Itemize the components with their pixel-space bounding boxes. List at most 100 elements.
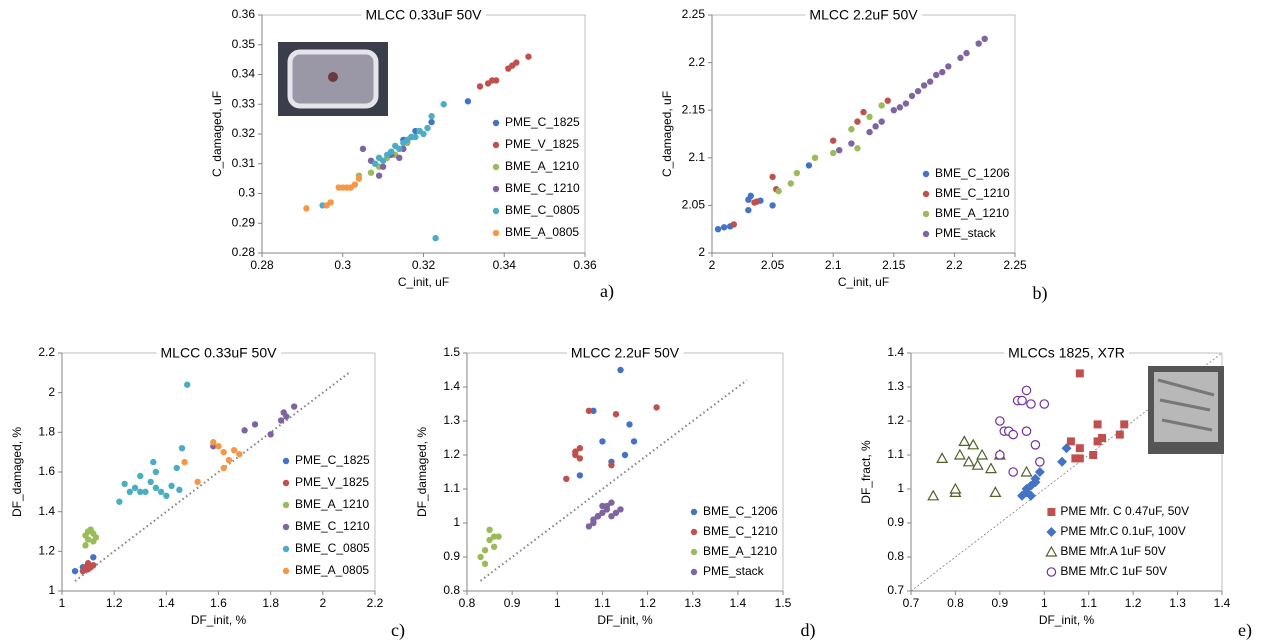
chart-title: MLCC 0.33uF 50V [161, 345, 278, 361]
point [477, 553, 484, 561]
y-tick-label: 1.8 [38, 425, 55, 439]
point [884, 97, 891, 104]
legend: PME_C_1825 PME_V_1825 BME_A_1210 BME_C_1210… [279, 447, 370, 585]
x-tick-label: 1.1 [1080, 596, 1097, 610]
point [617, 506, 624, 513]
point [464, 98, 472, 105]
point [290, 403, 298, 410]
legend-marker [282, 567, 290, 575]
point [388, 148, 395, 156]
point [1035, 456, 1045, 467]
point [926, 78, 934, 85]
y-tick-label: 0.9 [443, 549, 460, 563]
point [184, 381, 191, 388]
legend-label: BME_C_1206 [703, 504, 778, 518]
y-tick-label: 1.2 [38, 544, 55, 558]
point [1026, 399, 1036, 409]
point [811, 154, 819, 161]
reference-line [479, 379, 748, 582]
point [594, 513, 602, 520]
y-tick-label: 0.28 [232, 245, 256, 259]
point [1089, 451, 1098, 459]
point [621, 451, 629, 459]
legend-label: BME_A_1210 [703, 544, 777, 558]
point [355, 175, 363, 182]
point [608, 513, 615, 520]
point [126, 488, 134, 496]
y-tick-label: 2.25 [682, 7, 706, 21]
legend-marker [690, 528, 698, 536]
point [1008, 429, 1018, 440]
point [617, 366, 624, 374]
title-box [361, 5, 487, 24]
chart: 0.28 0.3 0.32 0.34 0.36 0.28 0.29 0.3 0.31 0.32 0.… [210, 5, 614, 302]
point [653, 404, 660, 411]
x-tick-label: 0.32 [412, 258, 436, 272]
x-axis-title: DF_init, % [1039, 613, 1095, 627]
chart-title: MLCC 2.2uF 50V [809, 7, 918, 23]
point [608, 499, 615, 506]
y-tick-label: 0.3 [238, 186, 255, 200]
legend-marker [492, 119, 500, 127]
legend: BME_C_1206 BME_C_1210 BME_A_1210 PME_stack [919, 161, 1010, 247]
point [958, 435, 971, 446]
legend-marker [922, 230, 930, 238]
legend-label: PME_V_1825 [295, 475, 369, 489]
y-tick-label: 0.31 [232, 156, 256, 170]
legend-marker [492, 141, 500, 149]
legend-label: BME_C_1210 [505, 181, 580, 195]
reference-line [74, 372, 350, 582]
point [599, 438, 606, 445]
point [608, 462, 615, 469]
y-tick-label: 0.34 [232, 67, 256, 81]
legend-box [489, 109, 579, 247]
x-axis-title: C_init, uF [838, 275, 889, 289]
point [836, 146, 843, 154]
point [1057, 456, 1068, 467]
point [1039, 399, 1050, 409]
y-tick-label: 1 [48, 583, 55, 597]
point [440, 101, 447, 108]
x-tick-label: 1 [59, 596, 66, 610]
y-tick-label: 2.1 [688, 150, 705, 164]
y-tick-label: 1.4 [443, 379, 460, 393]
point [962, 455, 975, 467]
title-box [156, 343, 282, 362]
panel-label: b) [1033, 283, 1048, 304]
legend-marker [922, 210, 930, 218]
legend-marker [1046, 567, 1057, 577]
x-tick-label: 1.6 [210, 596, 227, 610]
y-tick-label: 0.7 [887, 583, 904, 597]
point [375, 172, 383, 179]
y-tick-label: 0.8 [887, 549, 904, 563]
legend-marker [922, 190, 930, 198]
point [181, 458, 188, 466]
panel-label: a) [600, 281, 614, 302]
panel-label: d) [801, 620, 816, 641]
legend-label: BME_A_1210 [505, 159, 579, 173]
point [90, 562, 97, 569]
point [379, 157, 387, 164]
point [963, 49, 970, 57]
point [194, 478, 201, 486]
y-tick-label: 0.29 [232, 215, 256, 229]
x-tick-label: 1.2 [1125, 596, 1142, 610]
point [714, 226, 722, 233]
chart: 1 1.2 1.4 1.6 1.8 2 2.2 1 1.2 1.4 1.6 1.8 2 2.2 MLCC 0… [10, 343, 405, 641]
x-tick-label: 0.9 [992, 596, 1009, 610]
point [630, 438, 638, 445]
point [327, 199, 334, 206]
legend-label: PME_stack [703, 564, 765, 578]
legend-marker [282, 457, 290, 465]
point [612, 411, 620, 418]
point [163, 492, 170, 499]
point [251, 421, 259, 428]
point [936, 452, 949, 463]
point [486, 526, 493, 533]
x-tick-label: 2.2 [946, 258, 963, 272]
point [490, 533, 498, 540]
point [92, 534, 100, 541]
point [848, 140, 855, 147]
point [283, 413, 290, 420]
point [603, 502, 611, 510]
